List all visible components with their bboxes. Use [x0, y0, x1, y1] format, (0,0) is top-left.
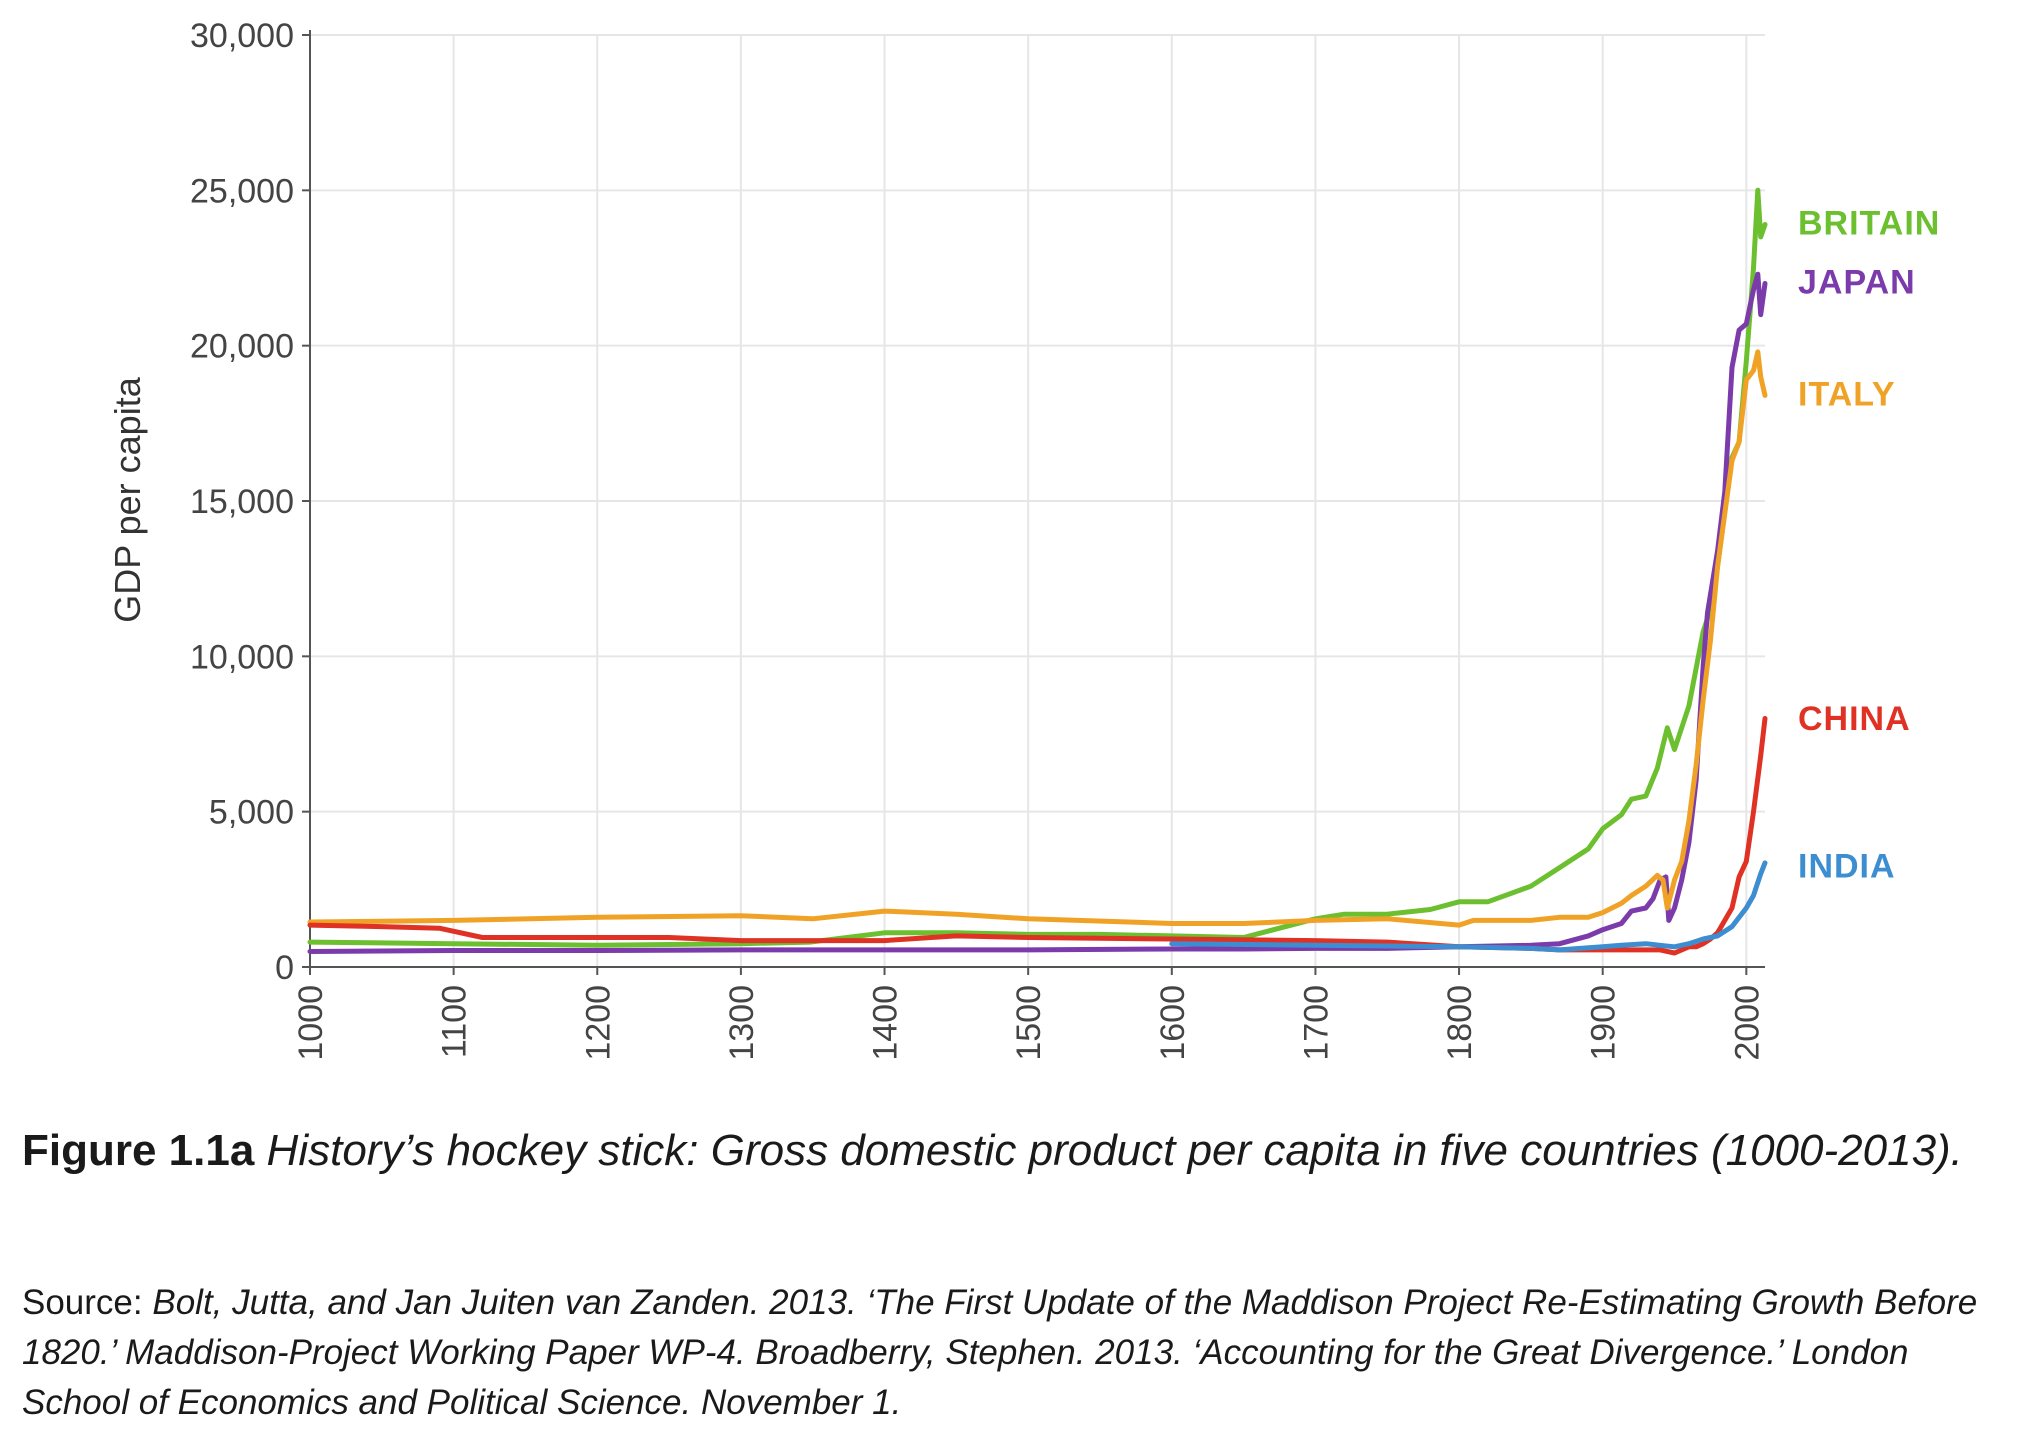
figure-label: Figure 1.1a	[22, 1126, 255, 1175]
y-tick-label: 30,000	[190, 17, 294, 55]
y-axis-label: GDP per capita	[107, 376, 148, 622]
series-label-china: CHINA	[1798, 700, 1911, 738]
x-tick-label: 1300	[723, 985, 761, 1061]
figure-caption: Figure 1.1a History’s hockey stick: Gros…	[22, 1120, 2022, 1182]
y-tick-label: 5,000	[209, 794, 294, 832]
x-tick-label: 1600	[1154, 985, 1192, 1061]
series-line-japan	[307, 271, 1768, 954]
series-label-britain: BRITAIN	[1798, 204, 1940, 242]
x-tick-label: 1100	[436, 985, 474, 1058]
y-tick-label: 25,000	[190, 172, 294, 210]
x-tick-label: 1900	[1585, 985, 1623, 1061]
gdp-line-chart: 0 5,000 10,000 15,000 20,000 25,000 30,000 100…	[107, 17, 1940, 1061]
y-tick-label: 10,000	[190, 638, 294, 676]
y-tick-label: 0	[275, 949, 294, 987]
series-label-japan: JAPAN	[1798, 263, 1916, 301]
axes	[309, 30, 1765, 968]
x-tick-label: 1000	[292, 985, 330, 1061]
series-label-india: INDIA	[1798, 847, 1896, 885]
x-tick-label: 2000	[1728, 985, 1766, 1061]
source-note: Source: Bolt, Jutta, and Jan Juiten van …	[22, 1278, 2022, 1428]
series-labels: BRITAIN JAPAN ITALY CHINA INDIA	[1798, 204, 1940, 885]
y-axis-ticks: 0 5,000 10,000 15,000 20,000 25,000 30,000	[190, 17, 310, 987]
series-line-china	[307, 716, 1768, 956]
x-tick-label: 1400	[867, 985, 905, 1061]
figure-title: History’s hockey stick: Gross domestic p…	[266, 1126, 1963, 1175]
series-lines	[307, 187, 1768, 956]
y-tick-label: 20,000	[190, 328, 294, 366]
x-axis-ticks: 1000 1100 1200 1300 1400 1500 1600 1700 1800 1900…	[292, 967, 1766, 1061]
grid-lines	[310, 34, 1765, 967]
x-tick-label: 1800	[1441, 985, 1479, 1061]
x-tick-label: 1200	[579, 985, 617, 1061]
series-label-italy: ITALY	[1798, 375, 1896, 413]
series-line-india	[1169, 860, 1768, 953]
y-tick-label: 15,000	[190, 483, 294, 521]
series-line-italy	[307, 349, 1768, 928]
x-tick-label: 1700	[1297, 985, 1335, 1061]
x-tick-label: 1500	[1010, 985, 1048, 1061]
source-label: Source:	[22, 1283, 143, 1322]
source-citation: Bolt, Jutta, and Jan Juiten van Zanden. …	[22, 1283, 1978, 1422]
series-line-britain	[307, 187, 1768, 948]
